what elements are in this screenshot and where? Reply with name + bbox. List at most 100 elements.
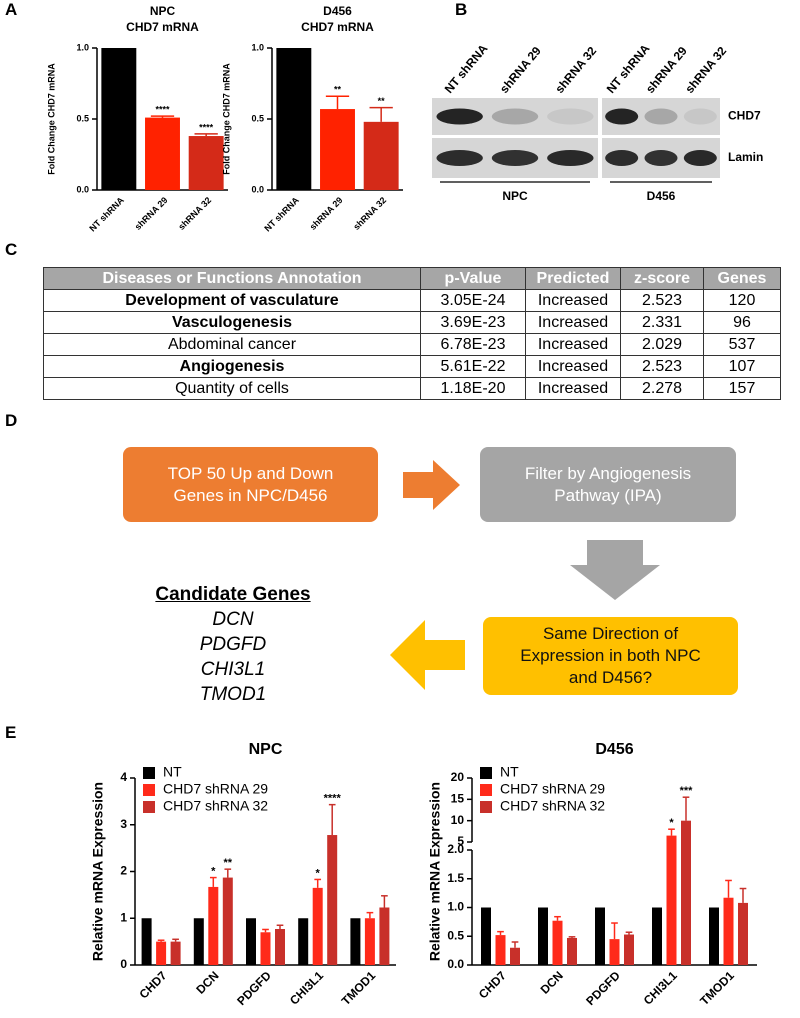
table-header-cell: z-score [620, 267, 704, 290]
significance: **** [155, 105, 170, 115]
legend-swatch [480, 784, 492, 796]
significance: * [669, 817, 674, 829]
row-label: CHD7 [728, 109, 761, 123]
blot-band [436, 108, 483, 125]
y-tick-label: 5 [457, 834, 464, 848]
blot-band [683, 108, 717, 125]
table-cell: Increased [525, 355, 621, 378]
bar [552, 920, 563, 965]
bar [101, 48, 137, 190]
bar [709, 907, 719, 965]
x-tick-label: shRNA 29 [308, 195, 345, 232]
legend-label: CHD7 shRNA 29 [500, 781, 605, 797]
x-tick-label: NT shRNA [87, 195, 126, 234]
table-cell: 2.331 [620, 311, 704, 334]
table-cell: Abdominal cancer [43, 333, 421, 356]
y-tick-label: 0.5 [251, 113, 264, 123]
bar [681, 820, 691, 965]
bar [320, 109, 355, 190]
table-cell: 6.78E-23 [420, 333, 526, 356]
y-tick-label: 2.0 [447, 842, 464, 856]
bar [567, 937, 577, 965]
table-header-cell: Diseases or Functions Annotation [43, 267, 421, 290]
significance: **** [324, 793, 342, 805]
blot-band [436, 150, 483, 166]
table-cell: 157 [703, 377, 781, 400]
blot-band [644, 108, 678, 125]
x-tick-label: TMOD1 [697, 968, 737, 1008]
table-header-cell: p-Value [420, 267, 526, 290]
panel-letter: C [5, 240, 18, 259]
candidate-gene: PDGFD [199, 634, 267, 655]
bar [276, 48, 312, 190]
chart-title: D456 [323, 4, 352, 18]
x-tick-label: CHD7 [136, 968, 169, 1001]
table-cell: Angiogenesis [43, 355, 421, 378]
candidate-gene: CHI3L1 [200, 659, 266, 680]
y-tick-label: 1.0 [76, 42, 89, 52]
bar [609, 939, 620, 965]
y-axis-label: Relative mRNA Expression [90, 782, 106, 961]
table-cell: 96 [703, 311, 781, 334]
legend-label: CHD7 shRNA 29 [163, 781, 268, 797]
bar [193, 918, 204, 965]
y-tick-label: 15 [451, 792, 465, 806]
bar [208, 886, 219, 965]
bar [156, 941, 167, 965]
bar [495, 935, 506, 965]
bar [222, 877, 233, 965]
table-header-cell: Predicted [525, 267, 621, 290]
y-tick-label: 0.0 [447, 957, 464, 971]
significance: ** [334, 85, 342, 95]
y-tick-label: 0.5 [76, 113, 89, 123]
bar [510, 947, 520, 965]
chart-subtitle: CHD7 mRNA [126, 20, 199, 34]
table-cell: 107 [703, 355, 781, 378]
group-label: NPC [502, 189, 528, 203]
y-tick-label: 1.5 [447, 871, 464, 885]
significance: **** [199, 122, 214, 132]
bar [481, 907, 491, 965]
y-tick-label: 0.0 [76, 184, 89, 194]
bar [188, 136, 224, 190]
blot-band [491, 150, 539, 166]
panel-letter: B [455, 0, 468, 19]
panel-letter: D [5, 411, 18, 430]
blot-band [547, 150, 594, 166]
group-label: D456 [647, 189, 676, 203]
legend-label: CHD7 shRNA 32 [500, 798, 605, 814]
y-tick-label: 4 [120, 770, 127, 784]
chart-subtitle: CHD7 mRNA [301, 20, 374, 34]
arrow-down [570, 540, 660, 600]
bar [738, 902, 748, 965]
table-cell: 2.523 [620, 355, 704, 378]
panel-letter: A [5, 0, 18, 19]
bar [364, 918, 375, 965]
y-tick-label: 1.0 [447, 900, 464, 914]
table-row: Development of vasculature 3.05E-24 Increa… [43, 289, 781, 312]
arrow-left [390, 620, 465, 690]
significance: ** [378, 96, 386, 106]
flow-step: TOP 50 Up and Down Genes in NPC/D456 [123, 447, 378, 522]
chart-title: D456 [595, 741, 633, 758]
row-label: Lamin [728, 150, 763, 164]
table-cell: 2.278 [620, 377, 704, 400]
table-cell: Quantity of cells [43, 377, 421, 400]
y-axis-label: Relative mRNA Expression [427, 782, 443, 961]
y-tick-label: 0.5 [447, 928, 464, 942]
y-tick-label: 2 [120, 864, 127, 878]
legend-label: NT [163, 764, 182, 780]
x-tick-label: shRNA 29 [133, 195, 170, 232]
y-axis-label: Fold Change CHD7 mRNA [221, 63, 231, 175]
bar [363, 121, 399, 190]
x-tick-label: TMOD1 [339, 968, 379, 1008]
blot-band [644, 150, 678, 166]
legend-label: CHD7 shRNA 32 [163, 798, 268, 814]
table-cell: 5.61E-22 [420, 355, 526, 378]
bar [624, 934, 634, 965]
bar [170, 941, 181, 965]
annotation-table: Diseases or Functions Annotation p-Value P… [43, 267, 781, 400]
x-tick-label: CHI3L1 [641, 968, 680, 1007]
table-cell: Increased [525, 289, 621, 312]
table-cell: Vasculogenesis [43, 311, 421, 334]
